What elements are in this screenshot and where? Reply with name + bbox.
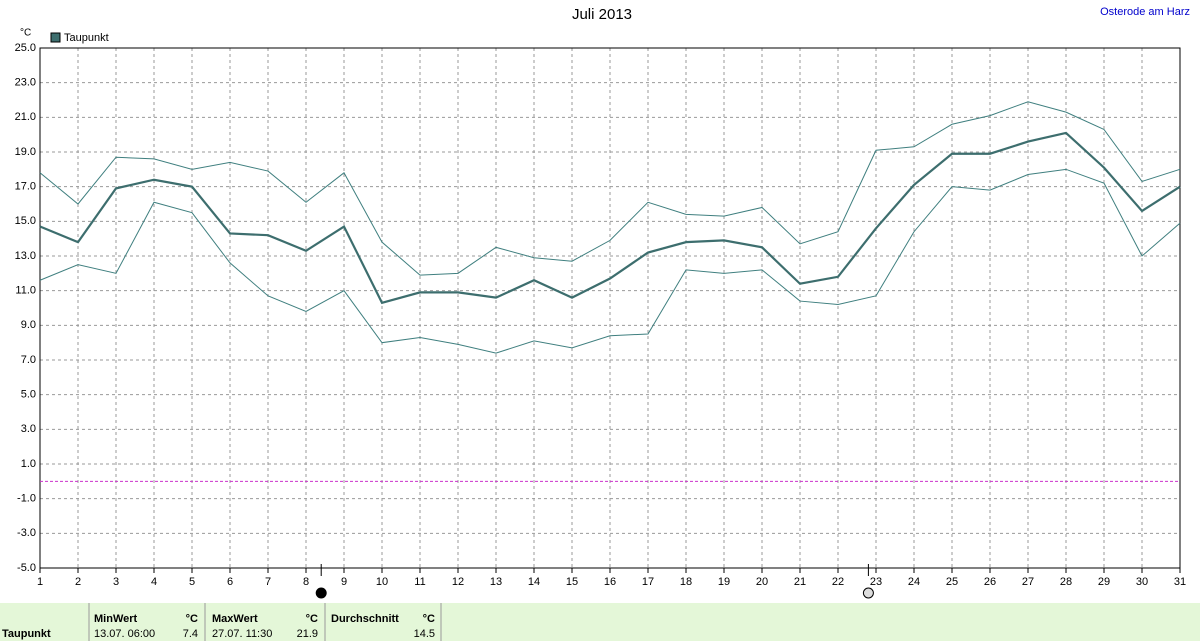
- x-tick-label: 18: [680, 576, 692, 588]
- y-tick-label: -1.0: [17, 493, 36, 505]
- chart-title: Juli 2013: [572, 6, 632, 23]
- summary-header: MaxWert: [212, 613, 258, 625]
- summary-value: 7.4: [183, 628, 198, 640]
- x-tick-label: 25: [946, 576, 958, 588]
- y-unit: °C: [20, 28, 31, 39]
- x-tick-label: 26: [984, 576, 996, 588]
- x-tick-label: 6: [227, 576, 233, 588]
- x-tick-label: 12: [452, 576, 464, 588]
- y-tick-label: 21.0: [15, 111, 36, 123]
- x-tick-label: 30: [1136, 576, 1148, 588]
- summary-unit: °C: [306, 613, 318, 625]
- y-tick-label: 1.0: [21, 458, 36, 470]
- series-line: [39, 168, 1181, 354]
- x-tick-label: 2: [75, 576, 81, 588]
- y-tick-label: 13.0: [15, 250, 36, 262]
- x-tick-label: 19: [718, 576, 730, 588]
- series-line: [39, 101, 1181, 276]
- location: Osterode am Harz: [1100, 6, 1190, 18]
- y-tick-label: 5.0: [21, 389, 36, 401]
- legend-label: Taupunkt: [64, 32, 109, 44]
- x-tick-label: 10: [376, 576, 388, 588]
- x-tick-label: 4: [151, 576, 157, 588]
- summary-header: Durchschnitt: [331, 613, 399, 625]
- x-tick-label: 24: [908, 576, 920, 588]
- x-tick-label: 27: [1022, 576, 1034, 588]
- summary-bg: [0, 603, 1200, 641]
- moon-full: [862, 587, 874, 599]
- y-tick-label: 3.0: [21, 423, 36, 435]
- y-tick-label: -5.0: [17, 562, 36, 574]
- x-tick-label: 9: [341, 576, 347, 588]
- x-tick-label: 22: [832, 576, 844, 588]
- y-tick-label: 15.0: [15, 215, 36, 227]
- y-tick-label: 17.0: [15, 181, 36, 193]
- y-tick-label: 9.0: [21, 319, 36, 331]
- x-tick-label: 31: [1174, 576, 1186, 588]
- x-tick-label: 11: [414, 576, 425, 588]
- y-tick-label: 11.0: [15, 285, 36, 297]
- series-line: [39, 131, 1181, 305]
- x-tick-label: 7: [265, 576, 271, 588]
- x-tick-label: 16: [604, 576, 616, 588]
- x-tick-label: 5: [189, 576, 195, 588]
- x-tick-label: 1: [37, 576, 43, 588]
- summary-unit: °C: [423, 613, 435, 625]
- y-tick-label: 25.0: [15, 42, 36, 54]
- x-tick-label: 3: [113, 576, 119, 588]
- x-tick-label: 15: [566, 576, 578, 588]
- y-tick-label: 19.0: [15, 146, 36, 158]
- summary-value: 14.5: [414, 628, 435, 640]
- x-tick-label: 28: [1060, 576, 1072, 588]
- x-tick-label: 23: [870, 576, 882, 588]
- x-tick-label: 20: [756, 576, 768, 588]
- x-tick-label: 17: [642, 576, 654, 588]
- moon-new: [315, 587, 327, 599]
- summary-dividers: [88, 603, 442, 641]
- y-tick-label: -3.0: [17, 527, 36, 539]
- x-tick-label: 21: [794, 576, 806, 588]
- plot-frame: [39, 47, 1181, 569]
- x-tick-label: 13: [490, 576, 502, 588]
- x-tick-label: 8: [303, 576, 309, 588]
- summary-unit: °C: [186, 613, 198, 625]
- y-tick-label: 7.0: [21, 354, 36, 366]
- summary-label: Taupunkt: [2, 628, 51, 640]
- summary-value: 21.9: [297, 628, 318, 640]
- legend-swatch: [50, 32, 61, 43]
- summary-header: MinWert: [94, 613, 138, 625]
- x-tick-label: 14: [528, 576, 540, 588]
- x-tick-label: 29: [1098, 576, 1110, 588]
- summary-when: 13.07. 06:00: [94, 628, 155, 640]
- summary-when: 27.07. 11:30: [212, 628, 272, 640]
- y-tick-label: 23.0: [15, 77, 36, 89]
